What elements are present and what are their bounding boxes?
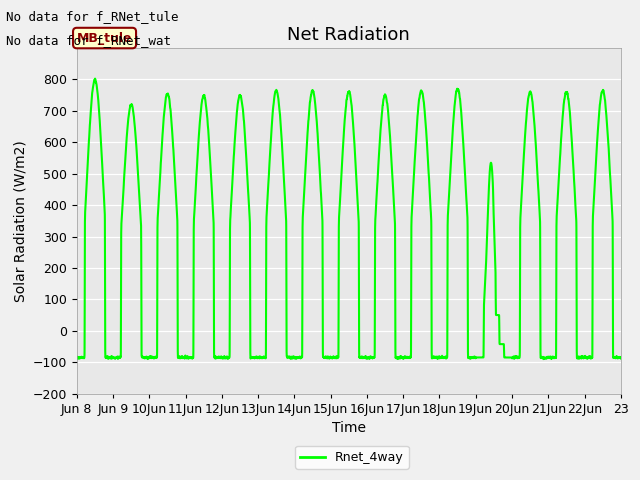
Text: No data for f_RNet_tule: No data for f_RNet_tule: [6, 10, 179, 23]
Text: MB_tule: MB_tule: [77, 32, 132, 45]
X-axis label: Time: Time: [332, 421, 366, 435]
Title: Net Radiation: Net Radiation: [287, 25, 410, 44]
Legend: Rnet_4way: Rnet_4way: [295, 446, 409, 469]
Text: No data for f_RNet_wat: No data for f_RNet_wat: [6, 34, 172, 47]
Y-axis label: Solar Radiation (W/m2): Solar Radiation (W/m2): [13, 140, 27, 301]
